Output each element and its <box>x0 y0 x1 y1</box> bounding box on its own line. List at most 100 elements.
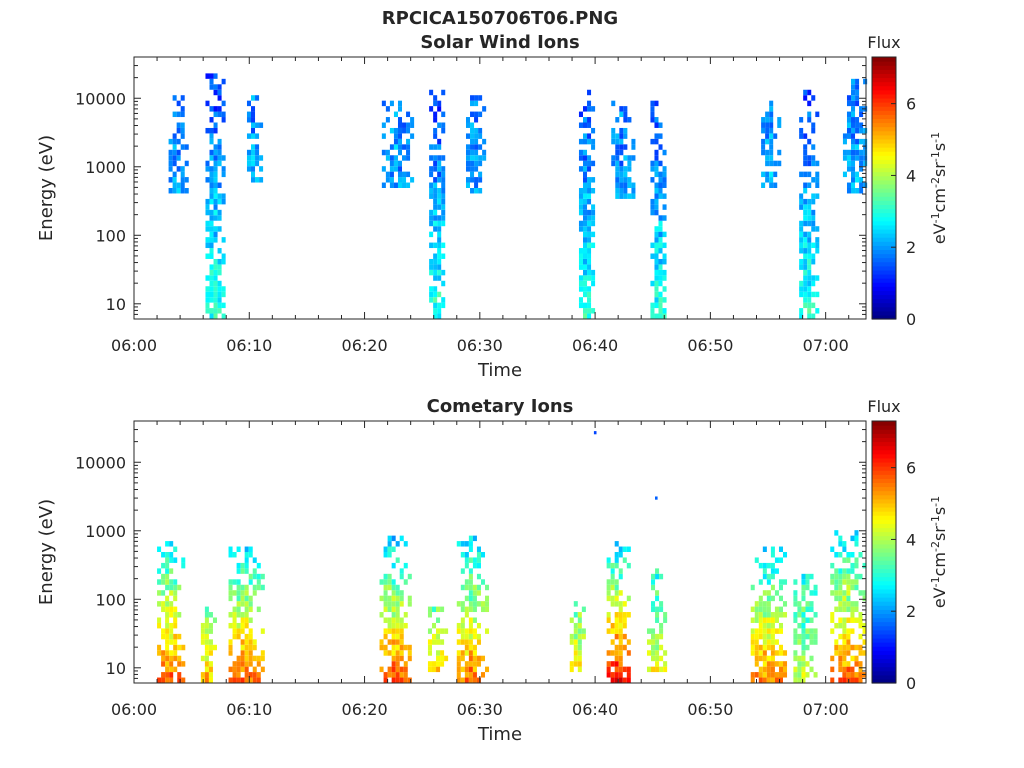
heatmap-cell <box>209 138 214 145</box>
heatmap-cell <box>208 661 213 667</box>
heatmap-cell <box>846 557 851 563</box>
heatmap-cell <box>460 606 465 613</box>
heatmap-cell <box>658 133 663 139</box>
colorbar-segment <box>872 633 896 639</box>
heatmap-cell <box>770 617 775 623</box>
heatmap-cell <box>654 242 659 249</box>
heatmap-cell <box>441 111 446 118</box>
heatmap-cell <box>429 144 434 150</box>
heatmap-cell <box>470 127 475 134</box>
heatmap-cell <box>799 198 804 205</box>
heatmap-cell <box>209 198 214 205</box>
heatmap-cell <box>631 188 636 194</box>
heatmap-cell <box>801 639 806 645</box>
heatmap-cell <box>801 579 806 585</box>
heatmap-cell <box>587 264 592 270</box>
heatmap-cell <box>221 286 226 292</box>
heatmap-cell <box>169 628 174 634</box>
heatmap-cell <box>221 198 226 205</box>
heatmap-cell <box>811 215 816 221</box>
heatmap-cell <box>165 677 170 683</box>
heatmap-cell <box>236 579 241 585</box>
heatmap-cell <box>858 644 863 651</box>
heatmap-cell <box>654 258 659 265</box>
heatmap-cell <box>485 601 490 607</box>
heatmap-cell <box>248 677 253 683</box>
heatmap-cell <box>240 655 245 662</box>
heatmap-cell <box>260 666 265 673</box>
heatmap-cell <box>399 628 404 634</box>
heatmap-cell <box>801 590 806 596</box>
heatmap-cell <box>850 606 855 613</box>
heatmap-cell <box>240 584 245 591</box>
heatmap-cell <box>476 633 481 640</box>
heatmap-cell <box>399 677 404 683</box>
heatmap-cell <box>859 122 864 128</box>
heatmap-cell <box>209 149 214 156</box>
colorbar-segment <box>872 163 896 169</box>
heatmap-cell <box>232 590 237 596</box>
heatmap-cell <box>437 302 442 309</box>
heatmap-cell <box>587 215 592 221</box>
heatmap-cell <box>433 209 438 216</box>
heatmap-cell <box>662 253 667 259</box>
heatmap-cell <box>209 264 214 270</box>
heatmap-cell <box>797 633 802 640</box>
heatmap-cell <box>842 171 847 178</box>
heatmap-cell <box>205 198 210 205</box>
heatmap-cell <box>472 633 477 640</box>
colorbar-segment <box>872 188 896 193</box>
heatmap-cell <box>803 215 808 221</box>
heatmap-cell <box>221 193 226 199</box>
heatmap-cell <box>236 584 241 591</box>
heatmap-cell <box>654 291 659 298</box>
heatmap-cell <box>838 601 843 607</box>
heatmap-cell <box>221 111 226 118</box>
heatmap-cell <box>765 133 770 139</box>
heatmap-cell <box>441 302 446 309</box>
heatmap-cell <box>251 166 256 172</box>
heatmap-cell <box>762 661 767 667</box>
heatmap-cell <box>476 590 481 596</box>
heatmap-cell <box>397 133 403 139</box>
heatmap-cell <box>862 562 867 569</box>
heatmap-cell <box>213 297 218 303</box>
heatmap-cell <box>622 546 627 552</box>
heatmap-cell <box>573 633 578 640</box>
colorbar-segment <box>872 470 896 475</box>
heatmap-cell <box>587 166 592 172</box>
heatmap-cell <box>654 117 659 123</box>
heatmap-cell <box>429 209 434 216</box>
heatmap-cell <box>662 308 667 314</box>
heatmap-cell <box>204 612 209 618</box>
heatmap-cell <box>583 155 588 161</box>
heatmap-cell <box>221 117 226 123</box>
heatmap-cell <box>863 144 868 150</box>
heatmap-cell <box>161 579 166 585</box>
heatmap-cell <box>862 590 867 596</box>
heatmap-cell <box>662 204 667 210</box>
heatmap-cell <box>587 231 592 238</box>
heatmap-cell <box>393 182 398 188</box>
heatmap-cell <box>803 95 808 101</box>
heatmap-cell <box>842 661 847 667</box>
heatmap-cell <box>855 155 860 161</box>
heatmap-cell <box>391 655 396 662</box>
heatmap-cell <box>754 672 759 678</box>
heatmap-cell <box>801 595 806 602</box>
heatmap-cell <box>427 661 432 667</box>
heatmap-cell <box>474 166 479 172</box>
heatmap-cell <box>859 155 864 161</box>
heatmap-cell <box>619 144 624 150</box>
heatmap-cell <box>391 661 396 667</box>
heatmap-cell <box>851 122 856 128</box>
heatmap-cell <box>774 677 779 683</box>
heatmap-cell <box>246 111 251 118</box>
heatmap-cell <box>209 182 214 188</box>
heatmap-cell <box>165 601 170 607</box>
heatmap-cell <box>754 601 759 607</box>
heatmap-cell <box>569 661 574 667</box>
heatmap-cell <box>577 633 582 640</box>
heatmap-cell <box>654 226 659 232</box>
